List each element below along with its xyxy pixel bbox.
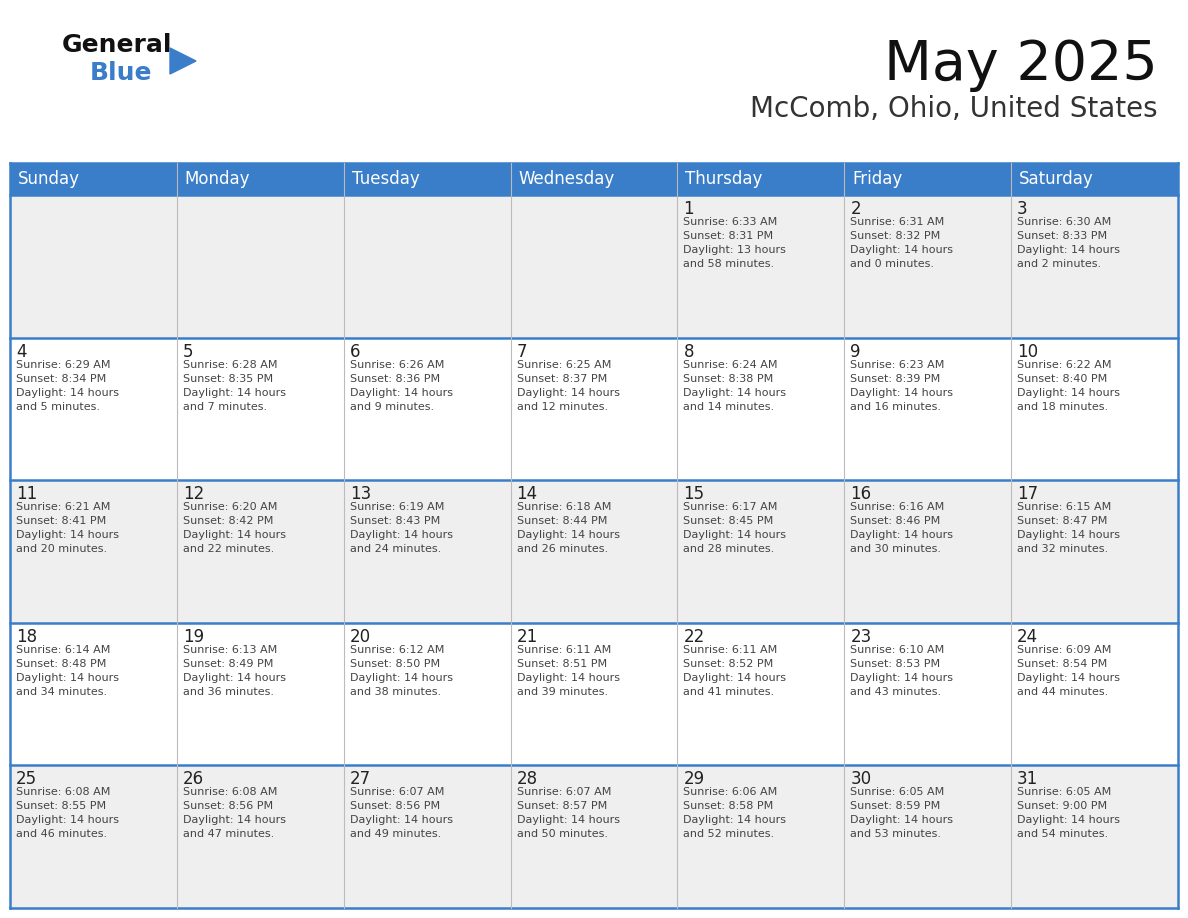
Text: 11: 11 [15, 486, 37, 503]
Text: 2: 2 [851, 200, 861, 218]
Text: Sunrise: 6:24 AM
Sunset: 8:38 PM
Daylight: 14 hours
and 14 minutes.: Sunrise: 6:24 AM Sunset: 8:38 PM Dayligh… [683, 360, 786, 411]
Text: Sunrise: 6:25 AM
Sunset: 8:37 PM
Daylight: 14 hours
and 12 minutes.: Sunrise: 6:25 AM Sunset: 8:37 PM Dayligh… [517, 360, 620, 411]
Text: General: General [62, 33, 172, 57]
Text: Wednesday: Wednesday [519, 170, 615, 188]
Text: 8: 8 [683, 342, 694, 361]
Text: 18: 18 [15, 628, 37, 645]
Text: 21: 21 [517, 628, 538, 645]
Text: Sunrise: 6:08 AM
Sunset: 8:55 PM
Daylight: 14 hours
and 46 minutes.: Sunrise: 6:08 AM Sunset: 8:55 PM Dayligh… [15, 788, 119, 839]
Text: Sunrise: 6:17 AM
Sunset: 8:45 PM
Daylight: 14 hours
and 28 minutes.: Sunrise: 6:17 AM Sunset: 8:45 PM Dayligh… [683, 502, 786, 554]
Text: Sunrise: 6:10 AM
Sunset: 8:53 PM
Daylight: 14 hours
and 43 minutes.: Sunrise: 6:10 AM Sunset: 8:53 PM Dayligh… [851, 644, 953, 697]
Text: Sunrise: 6:33 AM
Sunset: 8:31 PM
Daylight: 13 hours
and 58 minutes.: Sunrise: 6:33 AM Sunset: 8:31 PM Dayligh… [683, 217, 786, 269]
Text: 19: 19 [183, 628, 204, 645]
Bar [10, 338, 1178, 480]
Text: Sunrise: 6:22 AM
Sunset: 8:40 PM
Daylight: 14 hours
and 18 minutes.: Sunrise: 6:22 AM Sunset: 8:40 PM Dayligh… [1017, 360, 1120, 411]
Text: Sunrise: 6:31 AM
Sunset: 8:32 PM
Daylight: 14 hours
and 0 minutes.: Sunrise: 6:31 AM Sunset: 8:32 PM Dayligh… [851, 217, 953, 269]
Text: 6: 6 [349, 342, 360, 361]
Text: 12: 12 [183, 486, 204, 503]
Text: 24: 24 [1017, 628, 1038, 645]
Text: Sunrise: 6:29 AM
Sunset: 8:34 PM
Daylight: 14 hours
and 5 minutes.: Sunrise: 6:29 AM Sunset: 8:34 PM Dayligh… [15, 360, 119, 411]
Text: Sunrise: 6:19 AM
Sunset: 8:43 PM
Daylight: 14 hours
and 24 minutes.: Sunrise: 6:19 AM Sunset: 8:43 PM Dayligh… [349, 502, 453, 554]
Text: 17: 17 [1017, 486, 1038, 503]
Text: Thursday: Thursday [685, 170, 763, 188]
Text: Sunrise: 6:11 AM
Sunset: 8:51 PM
Daylight: 14 hours
and 39 minutes.: Sunrise: 6:11 AM Sunset: 8:51 PM Dayligh… [517, 644, 620, 697]
Text: 9: 9 [851, 342, 861, 361]
Text: 27: 27 [349, 770, 371, 789]
Text: McComb, Ohio, United States: McComb, Ohio, United States [751, 95, 1158, 123]
Text: 23: 23 [851, 628, 872, 645]
Text: 28: 28 [517, 770, 538, 789]
Text: 3: 3 [1017, 200, 1028, 218]
Bar [10, 766, 1178, 908]
Text: 1: 1 [683, 200, 694, 218]
Text: Sunrise: 6:28 AM
Sunset: 8:35 PM
Daylight: 14 hours
and 7 minutes.: Sunrise: 6:28 AM Sunset: 8:35 PM Dayligh… [183, 360, 286, 411]
Text: 15: 15 [683, 486, 704, 503]
Text: Sunrise: 6:11 AM
Sunset: 8:52 PM
Daylight: 14 hours
and 41 minutes.: Sunrise: 6:11 AM Sunset: 8:52 PM Dayligh… [683, 644, 786, 697]
Text: Sunrise: 6:05 AM
Sunset: 9:00 PM
Daylight: 14 hours
and 54 minutes.: Sunrise: 6:05 AM Sunset: 9:00 PM Dayligh… [1017, 788, 1120, 839]
Text: Sunrise: 6:23 AM
Sunset: 8:39 PM
Daylight: 14 hours
and 16 minutes.: Sunrise: 6:23 AM Sunset: 8:39 PM Dayligh… [851, 360, 953, 411]
Bar [10, 480, 1178, 622]
Text: 16: 16 [851, 486, 872, 503]
Text: Sunday: Sunday [18, 170, 80, 188]
Text: Sunrise: 6:14 AM
Sunset: 8:48 PM
Daylight: 14 hours
and 34 minutes.: Sunrise: 6:14 AM Sunset: 8:48 PM Dayligh… [15, 644, 119, 697]
Text: 29: 29 [683, 770, 704, 789]
Text: May 2025: May 2025 [884, 38, 1158, 92]
Bar [10, 195, 1178, 338]
Text: 30: 30 [851, 770, 872, 789]
Text: 31: 31 [1017, 770, 1038, 789]
Text: Sunrise: 6:15 AM
Sunset: 8:47 PM
Daylight: 14 hours
and 32 minutes.: Sunrise: 6:15 AM Sunset: 8:47 PM Dayligh… [1017, 502, 1120, 554]
Text: Sunrise: 6:09 AM
Sunset: 8:54 PM
Daylight: 14 hours
and 44 minutes.: Sunrise: 6:09 AM Sunset: 8:54 PM Dayligh… [1017, 644, 1120, 697]
Bar [10, 622, 1178, 766]
Text: 5: 5 [183, 342, 194, 361]
Text: Blue: Blue [90, 61, 152, 85]
Text: Sunrise: 6:12 AM
Sunset: 8:50 PM
Daylight: 14 hours
and 38 minutes.: Sunrise: 6:12 AM Sunset: 8:50 PM Dayligh… [349, 644, 453, 697]
Text: Sunrise: 6:18 AM
Sunset: 8:44 PM
Daylight: 14 hours
and 26 minutes.: Sunrise: 6:18 AM Sunset: 8:44 PM Dayligh… [517, 502, 620, 554]
Text: Saturday: Saturday [1019, 170, 1094, 188]
Text: Sunrise: 6:20 AM
Sunset: 8:42 PM
Daylight: 14 hours
and 22 minutes.: Sunrise: 6:20 AM Sunset: 8:42 PM Dayligh… [183, 502, 286, 554]
Bar [10, 163, 1178, 195]
Text: 7: 7 [517, 342, 527, 361]
Text: Monday: Monday [185, 170, 251, 188]
Text: Friday: Friday [852, 170, 903, 188]
Text: Sunrise: 6:07 AM
Sunset: 8:57 PM
Daylight: 14 hours
and 50 minutes.: Sunrise: 6:07 AM Sunset: 8:57 PM Dayligh… [517, 788, 620, 839]
Text: Tuesday: Tuesday [352, 170, 419, 188]
Text: 26: 26 [183, 770, 204, 789]
Polygon shape [170, 48, 196, 74]
Text: 13: 13 [349, 486, 371, 503]
Text: Sunrise: 6:21 AM
Sunset: 8:41 PM
Daylight: 14 hours
and 20 minutes.: Sunrise: 6:21 AM Sunset: 8:41 PM Dayligh… [15, 502, 119, 554]
Text: Sunrise: 6:26 AM
Sunset: 8:36 PM
Daylight: 14 hours
and 9 minutes.: Sunrise: 6:26 AM Sunset: 8:36 PM Dayligh… [349, 360, 453, 411]
Text: 4: 4 [15, 342, 26, 361]
Text: Sunrise: 6:08 AM
Sunset: 8:56 PM
Daylight: 14 hours
and 47 minutes.: Sunrise: 6:08 AM Sunset: 8:56 PM Dayligh… [183, 788, 286, 839]
Text: 20: 20 [349, 628, 371, 645]
Text: 10: 10 [1017, 342, 1038, 361]
Text: 25: 25 [15, 770, 37, 789]
Text: Sunrise: 6:05 AM
Sunset: 8:59 PM
Daylight: 14 hours
and 53 minutes.: Sunrise: 6:05 AM Sunset: 8:59 PM Dayligh… [851, 788, 953, 839]
Text: 22: 22 [683, 628, 704, 645]
Text: Sunrise: 6:06 AM
Sunset: 8:58 PM
Daylight: 14 hours
and 52 minutes.: Sunrise: 6:06 AM Sunset: 8:58 PM Dayligh… [683, 788, 786, 839]
Text: Sunrise: 6:16 AM
Sunset: 8:46 PM
Daylight: 14 hours
and 30 minutes.: Sunrise: 6:16 AM Sunset: 8:46 PM Dayligh… [851, 502, 953, 554]
Text: Sunrise: 6:13 AM
Sunset: 8:49 PM
Daylight: 14 hours
and 36 minutes.: Sunrise: 6:13 AM Sunset: 8:49 PM Dayligh… [183, 644, 286, 697]
Text: Sunrise: 6:30 AM
Sunset: 8:33 PM
Daylight: 14 hours
and 2 minutes.: Sunrise: 6:30 AM Sunset: 8:33 PM Dayligh… [1017, 217, 1120, 269]
Text: 14: 14 [517, 486, 538, 503]
Text: Sunrise: 6:07 AM
Sunset: 8:56 PM
Daylight: 14 hours
and 49 minutes.: Sunrise: 6:07 AM Sunset: 8:56 PM Dayligh… [349, 788, 453, 839]
